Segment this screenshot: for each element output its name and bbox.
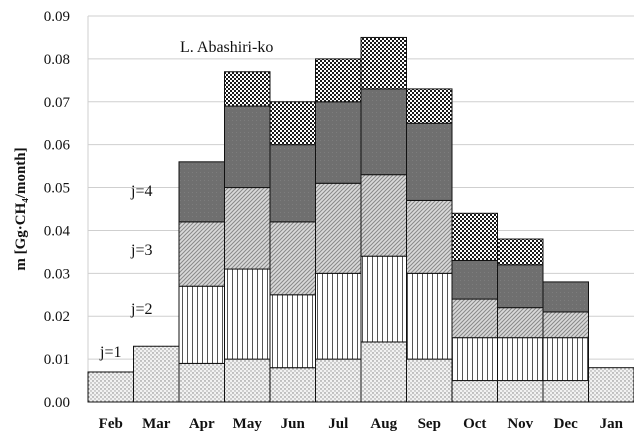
bar-segment-apr-4 — [178, 161, 225, 223]
bar-segment-mar-1 — [133, 345, 180, 403]
x-tick-label: Mar — [142, 416, 171, 432]
bar-segment-feb-1 — [87, 371, 134, 403]
bar-segment-oct-3 — [451, 298, 498, 339]
bar-segment-apr-2 — [178, 285, 225, 364]
bar-segment-nov-2 — [497, 337, 544, 382]
bar-segment-oct-5 — [451, 212, 498, 261]
bar-segment-jul-4 — [315, 101, 362, 184]
bar-segment-aug-5 — [360, 36, 407, 90]
bar-segment-jun-3 — [269, 221, 316, 296]
annotation-lake-name: L. Abashiri-ko — [180, 39, 273, 56]
x-axis-ticks: Feb Mar Apr May Jun Jul Aug Sep Oct Nov Dec Jan — [99, 416, 624, 432]
bar-segment-sep-4 — [406, 122, 453, 201]
x-tick-label: Jan — [600, 416, 624, 432]
bar-segment-nov-4 — [497, 264, 544, 309]
y-tick-label: 0.08 — [44, 52, 70, 68]
y-tick-label: 0.02 — [44, 309, 70, 325]
bar-segment-jun-4 — [269, 144, 316, 223]
bar-segment-nov-3 — [497, 307, 544, 339]
x-tick-label: Jun — [281, 416, 306, 432]
y-tick-label: 0.09 — [44, 9, 70, 25]
bar-segment-jun-2 — [269, 294, 316, 369]
x-tick-label: May — [233, 416, 263, 432]
y-tick-label: 0.03 — [44, 266, 70, 282]
bar-segment-may-1 — [224, 358, 271, 403]
bar-segment-oct-4 — [451, 259, 498, 300]
bar-segment-sep-2 — [406, 272, 453, 360]
bar-segment-jul-5 — [315, 58, 362, 103]
bar-segment-aug-4 — [360, 88, 407, 176]
y-tick-label: 0.06 — [44, 138, 71, 154]
bar-segment-sep-5 — [406, 88, 453, 124]
bar-segment-nov-1 — [497, 380, 544, 403]
y-tick-label: 0.05 — [44, 181, 70, 197]
annotation-j3: j=3 — [130, 242, 152, 259]
bar-segment-apr-1 — [178, 362, 225, 403]
bar-segment-dec-2 — [542, 337, 589, 382]
bar-segment-apr-3 — [178, 221, 225, 287]
annotation-j4: j=4 — [130, 183, 152, 200]
bar-segment-nov-5 — [497, 238, 544, 266]
x-tick-label: Apr — [189, 416, 215, 432]
bar-segment-jun-1 — [269, 367, 316, 403]
y-tick-label: 0.04 — [44, 223, 71, 239]
y-axis-label: m [Gg·CH₄/month] — [13, 147, 29, 270]
y-tick-label: 0.07 — [44, 95, 71, 111]
y-axis-ticks: 0.00 0.01 0.02 0.03 0.04 0.05 0.06 0.07 0.08 0.09 — [44, 9, 71, 411]
bar-segment-may-3 — [224, 187, 271, 270]
x-tick-label: Aug — [370, 416, 397, 432]
bar-segment-may-4 — [224, 105, 271, 189]
x-tick-label: Nov — [507, 416, 533, 432]
bar-segment-jul-2 — [315, 272, 362, 360]
bar-segment-jan-1 — [588, 367, 634, 403]
bar-segment-may-2 — [224, 268, 271, 360]
annotation-j1: j=1 — [99, 344, 121, 361]
bar-segment-oct-1 — [451, 380, 498, 403]
x-tick-label: Dec — [554, 416, 578, 432]
annotation-j2: j=2 — [130, 301, 152, 318]
bar-segment-dec-3 — [542, 311, 589, 339]
x-tick-label: Feb — [99, 416, 123, 432]
bar-segment-jul-3 — [315, 182, 362, 274]
bar-segment-oct-2 — [451, 337, 498, 382]
bars — [87, 36, 634, 403]
y-tick-label: 0.00 — [44, 395, 70, 411]
bar-segment-dec-1 — [542, 380, 589, 403]
bar-segment-aug-3 — [360, 174, 407, 257]
bar-segment-jul-1 — [315, 358, 362, 403]
x-tick-label: Jul — [328, 416, 348, 432]
x-tick-label: Sep — [418, 416, 441, 432]
x-tick-label: Oct — [463, 416, 486, 432]
bar-segment-aug-2 — [360, 255, 407, 343]
bar-segment-may-5 — [224, 71, 271, 107]
bar-segment-sep-3 — [406, 199, 453, 274]
y-tick-label: 0.01 — [44, 352, 70, 368]
bar-segment-jun-5 — [269, 101, 316, 146]
bar-segment-dec-4 — [542, 281, 589, 313]
bar-segment-sep-1 — [406, 358, 453, 403]
bar-segment-aug-1 — [360, 341, 407, 403]
